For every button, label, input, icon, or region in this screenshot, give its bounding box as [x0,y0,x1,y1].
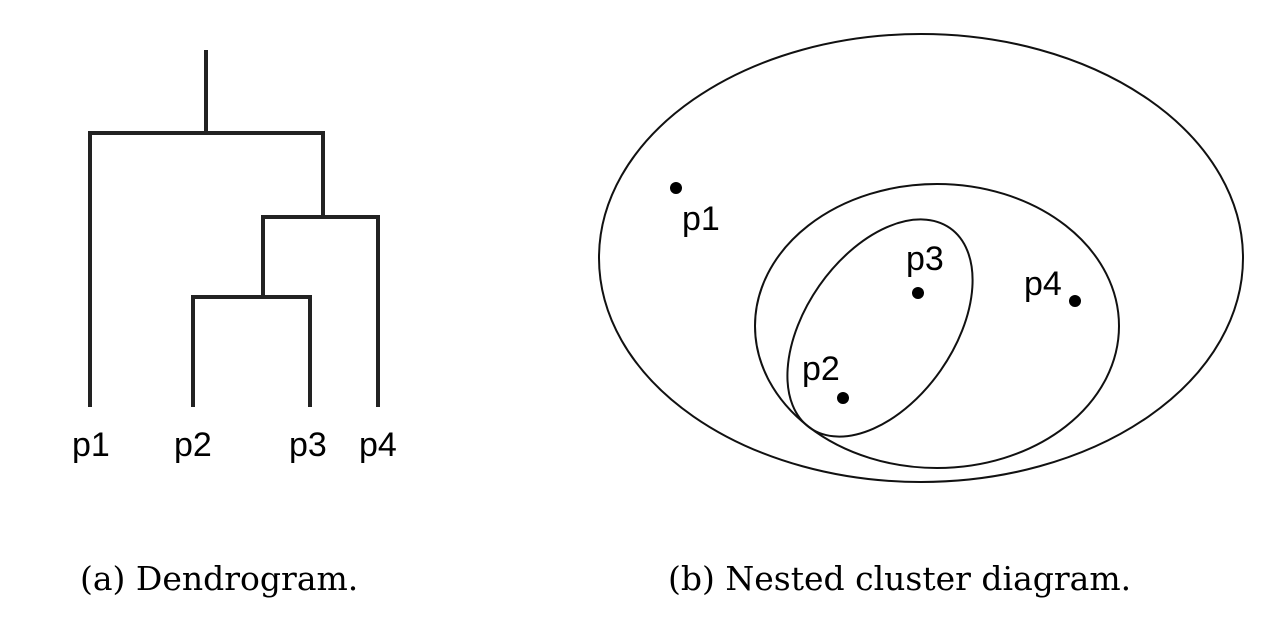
point-p2 [837,392,849,404]
point-p3 [912,287,924,299]
nested-cluster-diagram: p1 p2 p3 p4 (b) Nested cluster diagram. [598,33,1244,598]
cluster-ellipse-p234 [754,183,1120,469]
nested-caption: (b) Nested cluster diagram. [668,559,1131,598]
point-label: p3 [906,240,944,278]
cluster-ellipse-p23 [786,218,974,438]
point-label: p1 [682,200,720,238]
dendrogram-merge-p23 [191,295,312,407]
point-label: p4 [1024,265,1062,303]
dendrogram: p1 p2 p3 p4 (a) Dendrogram. [72,50,397,598]
point-p4 [1069,295,1081,307]
point-label: p2 [802,350,840,388]
dendrogram-merge-all [88,131,325,407]
dendrogram-caption: (a) Dendrogram. [80,559,358,598]
dendrogram-merge-p234 [261,215,380,407]
dendrogram-leaf-label: p3 [289,426,327,464]
dendrogram-leaf-label: p2 [174,426,212,464]
dendrogram-leaf-label: p4 [359,426,397,464]
cluster-ellipse-all [598,33,1244,483]
dendrogram-leaf-label: p1 [72,426,110,464]
point-p1 [670,182,682,194]
